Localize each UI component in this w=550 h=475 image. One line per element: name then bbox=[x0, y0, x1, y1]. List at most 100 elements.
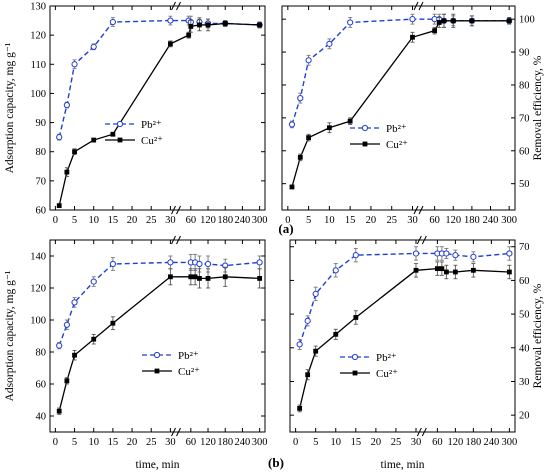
y-tick-label: 50 bbox=[519, 310, 530, 321]
legend-marker bbox=[362, 141, 368, 147]
y-tick-label: 70 bbox=[519, 113, 530, 124]
x-tick-label: 120 bbox=[200, 215, 216, 226]
legend: Pb²⁺ Cu²⁺ bbox=[142, 350, 200, 378]
data-point bbox=[90, 43, 97, 50]
data-point bbox=[441, 18, 447, 24]
data-point bbox=[64, 378, 70, 384]
data-point bbox=[167, 259, 174, 266]
chart-b-left: 0 5 10 15 20 25 30 60 120 180 240 30040608010012014… bbox=[4, 235, 268, 471]
x-tick-label: 20 bbox=[366, 215, 377, 226]
x-tick-label: 15 bbox=[351, 437, 362, 448]
x-tick-label: 180 bbox=[464, 215, 480, 226]
x-tick-label: 120 bbox=[445, 215, 461, 226]
axis-break-mark bbox=[421, 235, 427, 245]
x-tick-label: 25 bbox=[386, 215, 397, 226]
legend-label: Cu²⁺ bbox=[178, 366, 200, 378]
y-tick-label: 90 bbox=[519, 48, 530, 59]
x-tick-label: 120 bbox=[200, 437, 216, 448]
y-tick-label: 80 bbox=[36, 348, 47, 359]
chart-b-right: 0 5 10 15 20 25 30 60 120 180 240 300 20 30 40 50 60 70 Re… bbox=[289, 235, 544, 471]
data-point bbox=[326, 40, 333, 47]
data-point bbox=[297, 154, 303, 160]
data-point bbox=[332, 267, 339, 274]
data-point bbox=[443, 250, 450, 257]
x-tick-label: 180 bbox=[466, 437, 482, 448]
data-point bbox=[168, 274, 173, 280]
legend-label: Pb²⁺ bbox=[376, 352, 397, 364]
data-point bbox=[63, 321, 70, 328]
x-tick-label: 240 bbox=[235, 215, 251, 226]
data-point bbox=[297, 95, 304, 102]
data-point bbox=[56, 134, 63, 141]
data-point bbox=[222, 21, 228, 26]
data-point bbox=[506, 250, 513, 257]
series-cu bbox=[56, 18, 263, 209]
data-point bbox=[470, 267, 476, 273]
x-tick-label: 5 bbox=[313, 437, 318, 448]
data-point bbox=[91, 336, 97, 342]
data-point bbox=[312, 290, 319, 297]
y-tick-label: 120 bbox=[30, 284, 46, 295]
data-point bbox=[296, 341, 303, 348]
data-point bbox=[352, 252, 359, 259]
x-axis-label: time, min bbox=[135, 459, 179, 471]
x-tick-label: 10 bbox=[88, 215, 99, 226]
x-tick-label: 30 bbox=[407, 215, 418, 226]
x-tick-label: 0 bbox=[293, 437, 298, 448]
x-tick-label: 25 bbox=[146, 215, 157, 226]
y-tick-label: 60 bbox=[36, 206, 47, 217]
y-tick-label: 50 bbox=[519, 179, 530, 190]
x-tick-label: 20 bbox=[127, 437, 138, 448]
data-point bbox=[110, 131, 116, 137]
legend-label: Pb²⁺ bbox=[141, 119, 162, 131]
data-point bbox=[289, 184, 295, 190]
x-tick-label: 300 bbox=[502, 437, 518, 448]
x-axis-label: time, min bbox=[380, 459, 424, 471]
y-tick-label: 100 bbox=[30, 316, 46, 327]
data-point bbox=[188, 24, 194, 29]
y-tick-label: 30 bbox=[519, 377, 530, 388]
axis-break-mark bbox=[418, 205, 424, 215]
x-tick-label: 30 bbox=[165, 215, 176, 226]
y-tick-label: 40 bbox=[519, 343, 530, 354]
series-line bbox=[291, 18, 510, 125]
y-axis-label: Removal efficiency, % bbox=[532, 55, 544, 160]
data-point bbox=[188, 274, 194, 280]
series-pb bbox=[56, 253, 263, 350]
axis-break-mark bbox=[416, 235, 422, 245]
x-tick-label: 25 bbox=[391, 437, 402, 448]
x-tick-label: 120 bbox=[448, 437, 464, 448]
data-point bbox=[412, 250, 420, 257]
legend-marker bbox=[153, 351, 161, 359]
legend-label: Pb²⁺ bbox=[386, 123, 407, 135]
data-point bbox=[304, 317, 311, 324]
data-point bbox=[91, 137, 97, 143]
panel-label-b: (b) bbox=[268, 455, 284, 470]
axis-break-mark bbox=[171, 205, 176, 215]
data-point bbox=[410, 34, 415, 40]
y-axis-label: Removal efficiency, % bbox=[532, 283, 544, 388]
data-point bbox=[506, 269, 512, 275]
data-point bbox=[288, 121, 296, 128]
series-line bbox=[58, 22, 260, 206]
data-point bbox=[256, 259, 263, 266]
x-tick-label: 5 bbox=[72, 437, 77, 448]
legend-marker bbox=[352, 370, 358, 376]
data-point bbox=[90, 278, 97, 285]
x-tick-label: 5 bbox=[72, 215, 77, 226]
x-tick-label: 60 bbox=[186, 437, 197, 448]
chart-a-right: 0 5 10 15 20 25 30 60 120 180 240 300 50 60 70 80 90 100 R… bbox=[281, 1, 544, 226]
data-point bbox=[63, 101, 70, 109]
data-point bbox=[305, 57, 312, 64]
y-tick-label: 70 bbox=[519, 242, 530, 253]
data-point bbox=[109, 18, 116, 26]
data-point bbox=[56, 408, 62, 414]
data-point bbox=[109, 260, 116, 268]
axis-break-mark bbox=[416, 427, 422, 437]
x-tick-label: 20 bbox=[371, 437, 382, 448]
data-point bbox=[196, 260, 203, 268]
axis-break-mark bbox=[418, 1, 424, 11]
legend-marker bbox=[154, 368, 160, 374]
data-point bbox=[56, 342, 63, 349]
